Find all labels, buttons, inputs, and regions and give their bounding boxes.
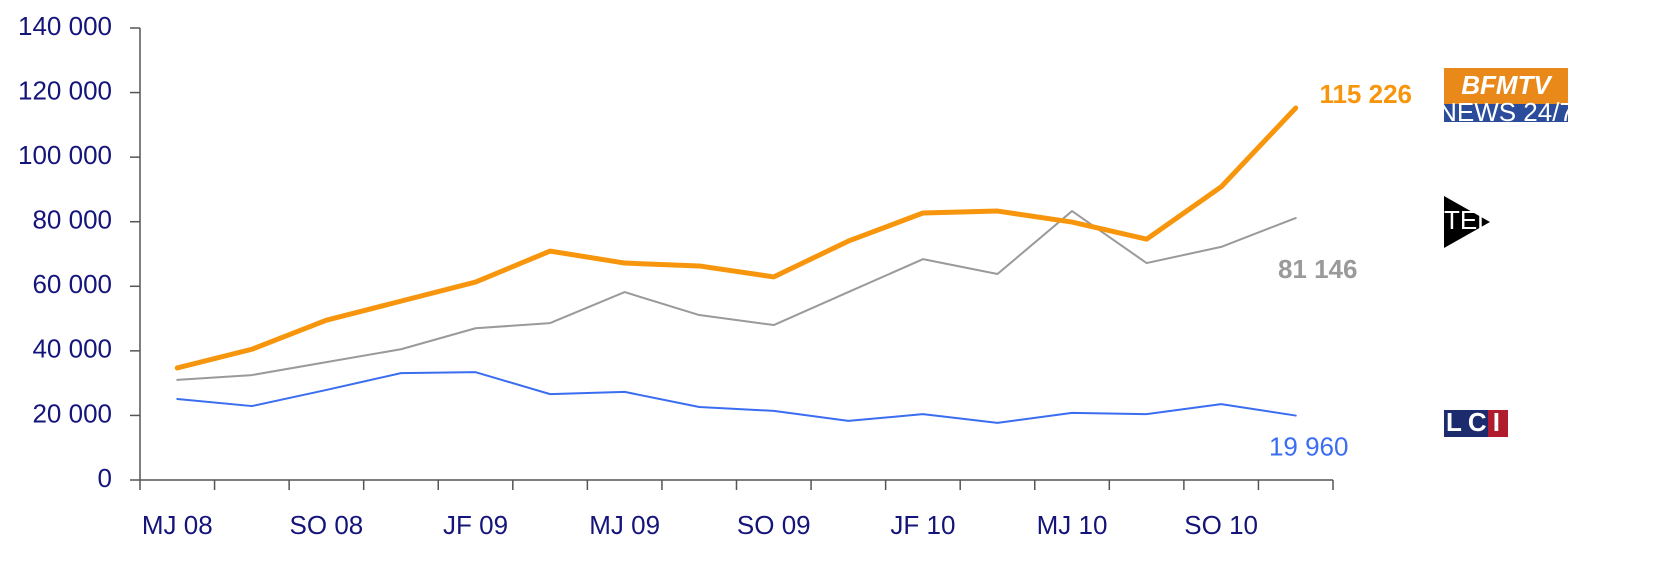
legend-logo bbox=[1444, 104, 1568, 122]
legend-label: i>TELE bbox=[1423, 205, 1509, 235]
y-tick-label: 20 000 bbox=[32, 398, 112, 428]
legend-label: BFMTV bbox=[1461, 70, 1553, 100]
series-line bbox=[176, 210, 1297, 381]
value-label: 81 146 bbox=[1278, 254, 1358, 284]
x-tick-label: MJ 08 bbox=[142, 510, 213, 540]
x-tick-label: SO 08 bbox=[290, 510, 364, 540]
value-label: 19 960 bbox=[1269, 431, 1349, 461]
y-tick-label: 40 000 bbox=[32, 334, 112, 364]
legend-logo bbox=[1488, 410, 1508, 437]
value-label: 115 226 bbox=[1319, 79, 1412, 109]
legend-label: LCI bbox=[1446, 407, 1506, 437]
x-tick-label: SO 09 bbox=[737, 510, 811, 540]
series-line bbox=[176, 371, 1297, 424]
x-tick-label: SO 10 bbox=[1184, 510, 1258, 540]
x-tick-label: JF 09 bbox=[443, 510, 508, 540]
y-tick-label: 100 000 bbox=[18, 140, 112, 170]
x-tick-label: JF 10 bbox=[890, 510, 955, 540]
legend-sublabel: NEWS 24/7 bbox=[1438, 97, 1574, 127]
series-line bbox=[174, 105, 1299, 371]
y-tick-label: 0 bbox=[98, 463, 112, 493]
y-tick-label: 80 000 bbox=[32, 205, 112, 235]
x-tick-label: MJ 10 bbox=[1037, 510, 1108, 540]
y-tick-label: 120 000 bbox=[18, 75, 112, 105]
legend-logo bbox=[1444, 196, 1490, 248]
x-tick-label: MJ 09 bbox=[589, 510, 660, 540]
y-tick-label: 140 000 bbox=[18, 11, 112, 41]
y-tick-label: 60 000 bbox=[32, 269, 112, 299]
legend-logo bbox=[1444, 68, 1568, 104]
